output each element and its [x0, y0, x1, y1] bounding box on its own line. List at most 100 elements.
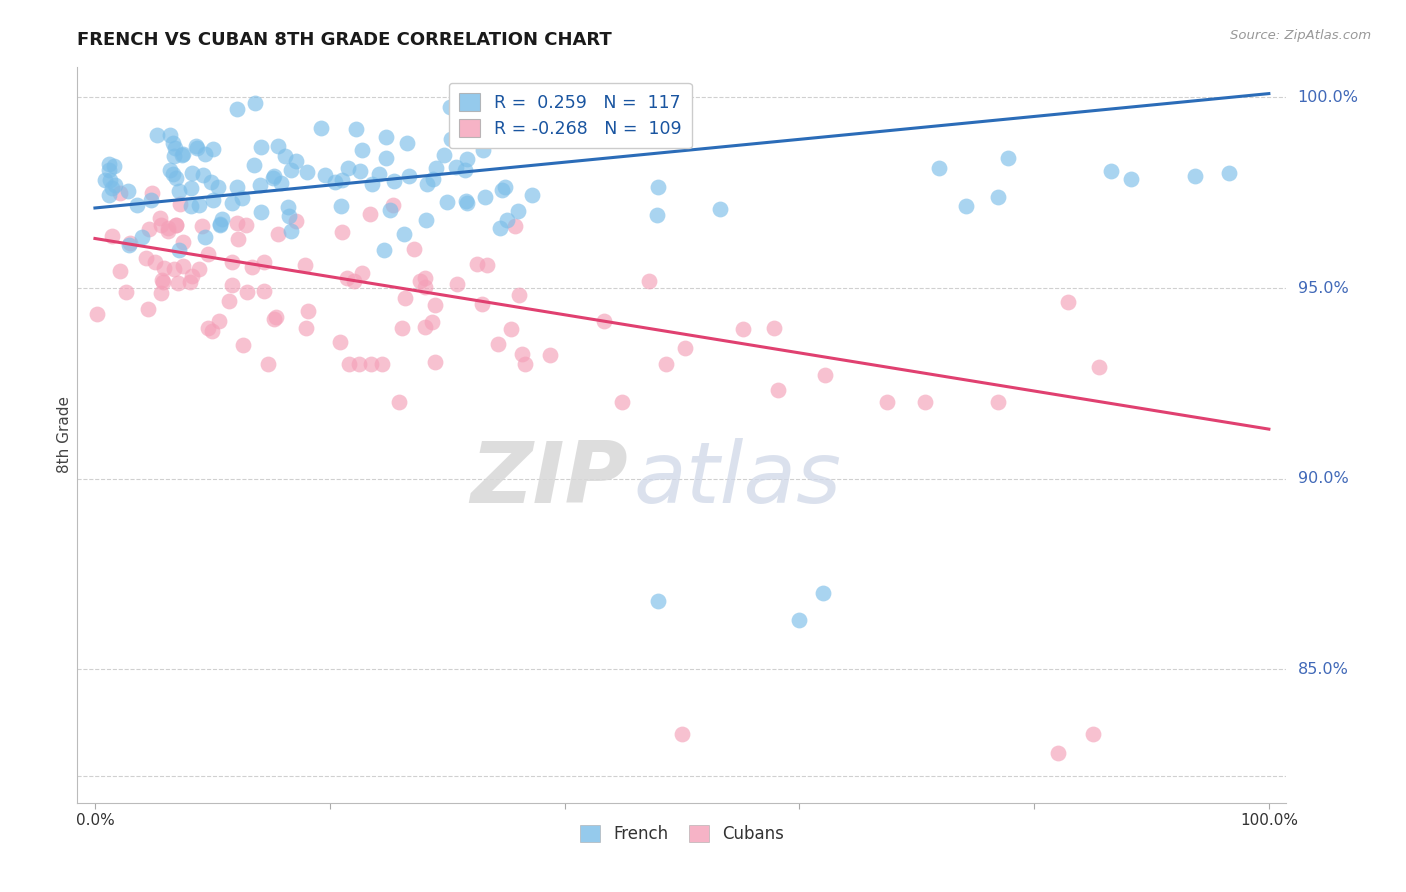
Point: [226, 179, 249, 194]
Point: [350, 143, 373, 157]
Point: [135, 251, 157, 265]
Point: [280, 224, 302, 238]
Point: [97, 163, 120, 178]
Point: [413, 280, 436, 294]
Point: [228, 231, 250, 245]
Point: [380, 203, 402, 218]
Point: [471, 143, 494, 157]
Point: [491, 183, 513, 197]
Point: [245, 95, 267, 110]
Point: [647, 593, 669, 607]
Point: [346, 121, 368, 136]
Point: [274, 149, 297, 163]
Point: [329, 198, 352, 212]
Point: [226, 216, 249, 230]
Point: [103, 159, 125, 173]
Point: [673, 341, 696, 355]
Point: [149, 218, 172, 232]
Point: [762, 320, 785, 334]
Point: [347, 357, 370, 371]
Point: [645, 207, 668, 221]
Point: [197, 246, 219, 260]
Point: [420, 315, 443, 329]
Point: [165, 218, 187, 232]
Point: [439, 100, 461, 114]
Point: [131, 229, 153, 244]
Point: [456, 153, 478, 167]
Point: [101, 229, 124, 244]
Point: [180, 166, 202, 180]
Point: [336, 270, 359, 285]
Point: [394, 227, 416, 242]
Point: [169, 197, 191, 211]
Point: [152, 276, 174, 290]
Point: [416, 178, 439, 192]
Point: [187, 261, 209, 276]
Point: [197, 321, 219, 335]
Point: [360, 357, 382, 371]
Point: [655, 357, 678, 371]
Point: [165, 171, 187, 186]
Point: [456, 196, 478, 211]
Point: [987, 395, 1010, 409]
Point: [167, 243, 190, 257]
Point: [314, 168, 336, 182]
Point: [186, 141, 208, 155]
Text: 85.0%: 85.0%: [1298, 662, 1348, 677]
Point: [262, 170, 284, 185]
Point: [914, 395, 936, 409]
Point: [1099, 163, 1122, 178]
Point: [231, 191, 253, 205]
Point: [98, 173, 121, 187]
Point: [257, 357, 280, 371]
Point: [415, 212, 437, 227]
Point: [359, 207, 381, 221]
Point: [647, 179, 669, 194]
Point: [408, 274, 430, 288]
Point: [391, 320, 413, 334]
Point: [494, 180, 516, 194]
Point: [671, 727, 693, 741]
Point: [278, 209, 301, 223]
Point: [508, 203, 530, 218]
Point: [1046, 746, 1069, 760]
Point: [236, 285, 259, 300]
Point: [97, 187, 120, 202]
Point: [117, 184, 139, 198]
Point: [221, 195, 243, 210]
Point: [152, 261, 174, 276]
Point: [294, 258, 316, 272]
Point: [280, 162, 302, 177]
Point: [149, 211, 172, 225]
Text: atlas: atlas: [634, 437, 842, 521]
Point: [610, 395, 633, 409]
Text: ZIP: ZIP: [470, 437, 627, 521]
Point: [928, 161, 950, 175]
Point: [150, 273, 173, 287]
Point: [394, 291, 416, 305]
Point: [285, 213, 308, 227]
Point: [139, 193, 162, 207]
Point: [150, 285, 173, 300]
Point: [250, 140, 273, 154]
Point: [118, 238, 141, 252]
Point: [194, 229, 217, 244]
Point: [159, 128, 181, 142]
Point: [163, 149, 186, 163]
Point: [86, 307, 108, 321]
Point: [186, 139, 208, 153]
Point: [361, 177, 384, 191]
Point: [172, 235, 194, 250]
Point: [330, 173, 353, 187]
Point: [766, 384, 789, 398]
Point: [343, 274, 366, 288]
Point: [146, 128, 169, 142]
Point: [253, 254, 276, 268]
Point: [1119, 171, 1142, 186]
Point: [402, 242, 425, 256]
Point: [136, 301, 159, 316]
Point: [145, 255, 167, 269]
Point: [162, 136, 184, 150]
Point: [167, 277, 190, 291]
Point: [201, 193, 224, 207]
